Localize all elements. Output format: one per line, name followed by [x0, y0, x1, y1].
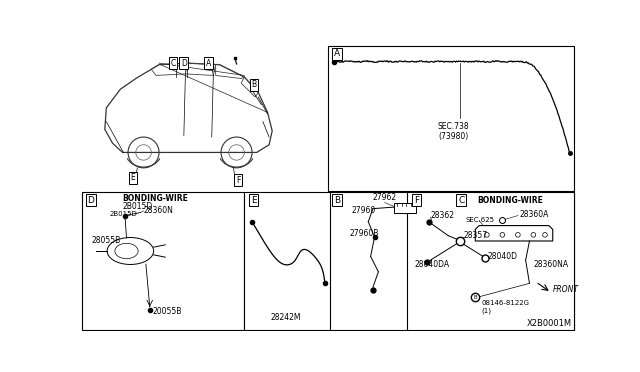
- Text: E: E: [251, 196, 257, 205]
- Text: 28357: 28357: [463, 231, 488, 240]
- Text: 2B015D: 2B015D: [109, 211, 137, 217]
- Bar: [328, 46, 575, 191]
- Text: F: F: [414, 196, 419, 205]
- Text: C: C: [170, 59, 175, 68]
- Bar: [407, 192, 575, 330]
- Text: X2B0001M: X2B0001M: [527, 319, 572, 328]
- Text: 08146-8122G: 08146-8122G: [481, 300, 529, 307]
- Bar: [452, 192, 575, 330]
- Text: FRONT: FRONT: [553, 285, 579, 294]
- Text: 28040DA: 28040DA: [415, 260, 450, 269]
- Text: 27960: 27960: [351, 206, 376, 215]
- Text: SEC.625: SEC.625: [466, 217, 495, 223]
- Text: A: A: [334, 49, 340, 58]
- Text: 27962: 27962: [372, 193, 397, 202]
- Bar: [328, 192, 451, 330]
- Text: C: C: [458, 196, 465, 205]
- Text: 28055B: 28055B: [92, 237, 121, 246]
- Text: B: B: [474, 295, 477, 300]
- Text: B: B: [251, 80, 256, 89]
- Text: 20055B: 20055B: [152, 307, 182, 315]
- Text: (1): (1): [481, 308, 492, 314]
- Bar: [81, 192, 244, 330]
- Text: 2B015D: 2B015D: [123, 202, 153, 211]
- Text: 28360A: 28360A: [520, 209, 548, 218]
- Text: D: D: [88, 196, 94, 205]
- Text: B: B: [334, 196, 340, 205]
- Text: E: E: [131, 173, 135, 182]
- Text: D: D: [181, 59, 187, 68]
- Bar: [244, 192, 330, 330]
- Text: SEC.738
(73980): SEC.738 (73980): [438, 122, 469, 141]
- Text: 28362: 28362: [430, 211, 454, 220]
- Text: A: A: [206, 59, 211, 68]
- Text: F: F: [236, 176, 240, 185]
- Text: 28360N: 28360N: [143, 206, 173, 215]
- Text: 28242M: 28242M: [270, 314, 301, 323]
- Text: 28040D: 28040D: [488, 252, 518, 261]
- Text: BONDING-WIRE: BONDING-WIRE: [477, 196, 543, 205]
- Bar: [394, 203, 415, 212]
- Text: 27960B: 27960B: [349, 229, 379, 238]
- Text: 28360NA: 28360NA: [533, 260, 568, 269]
- Text: BONDING-WIRE: BONDING-WIRE: [123, 194, 189, 203]
